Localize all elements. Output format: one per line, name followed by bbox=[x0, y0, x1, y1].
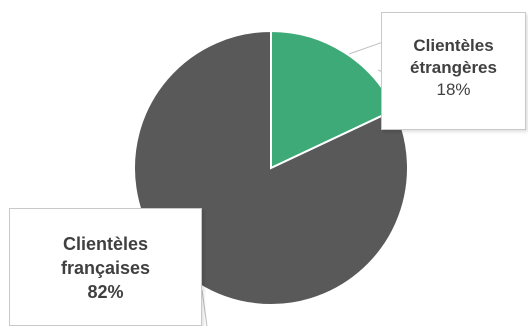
leader-line-french bbox=[201, 289, 208, 326]
data-label-foreign-clients: Clientèles étrangères 18% bbox=[381, 12, 526, 130]
leader-line-foreign bbox=[348, 41, 384, 55]
label-foreign-line2: étrangères bbox=[410, 58, 497, 77]
label-foreign-line1: Clientèles bbox=[413, 36, 494, 55]
data-label-french-clients: Clientèles françaises 82% bbox=[9, 208, 202, 326]
label-french-percent: 82% bbox=[87, 282, 124, 302]
label-french-line2: françaises bbox=[60, 258, 151, 278]
label-french-line1: Clientèles bbox=[62, 234, 149, 254]
label-foreign-percent: 18% bbox=[436, 80, 471, 99]
